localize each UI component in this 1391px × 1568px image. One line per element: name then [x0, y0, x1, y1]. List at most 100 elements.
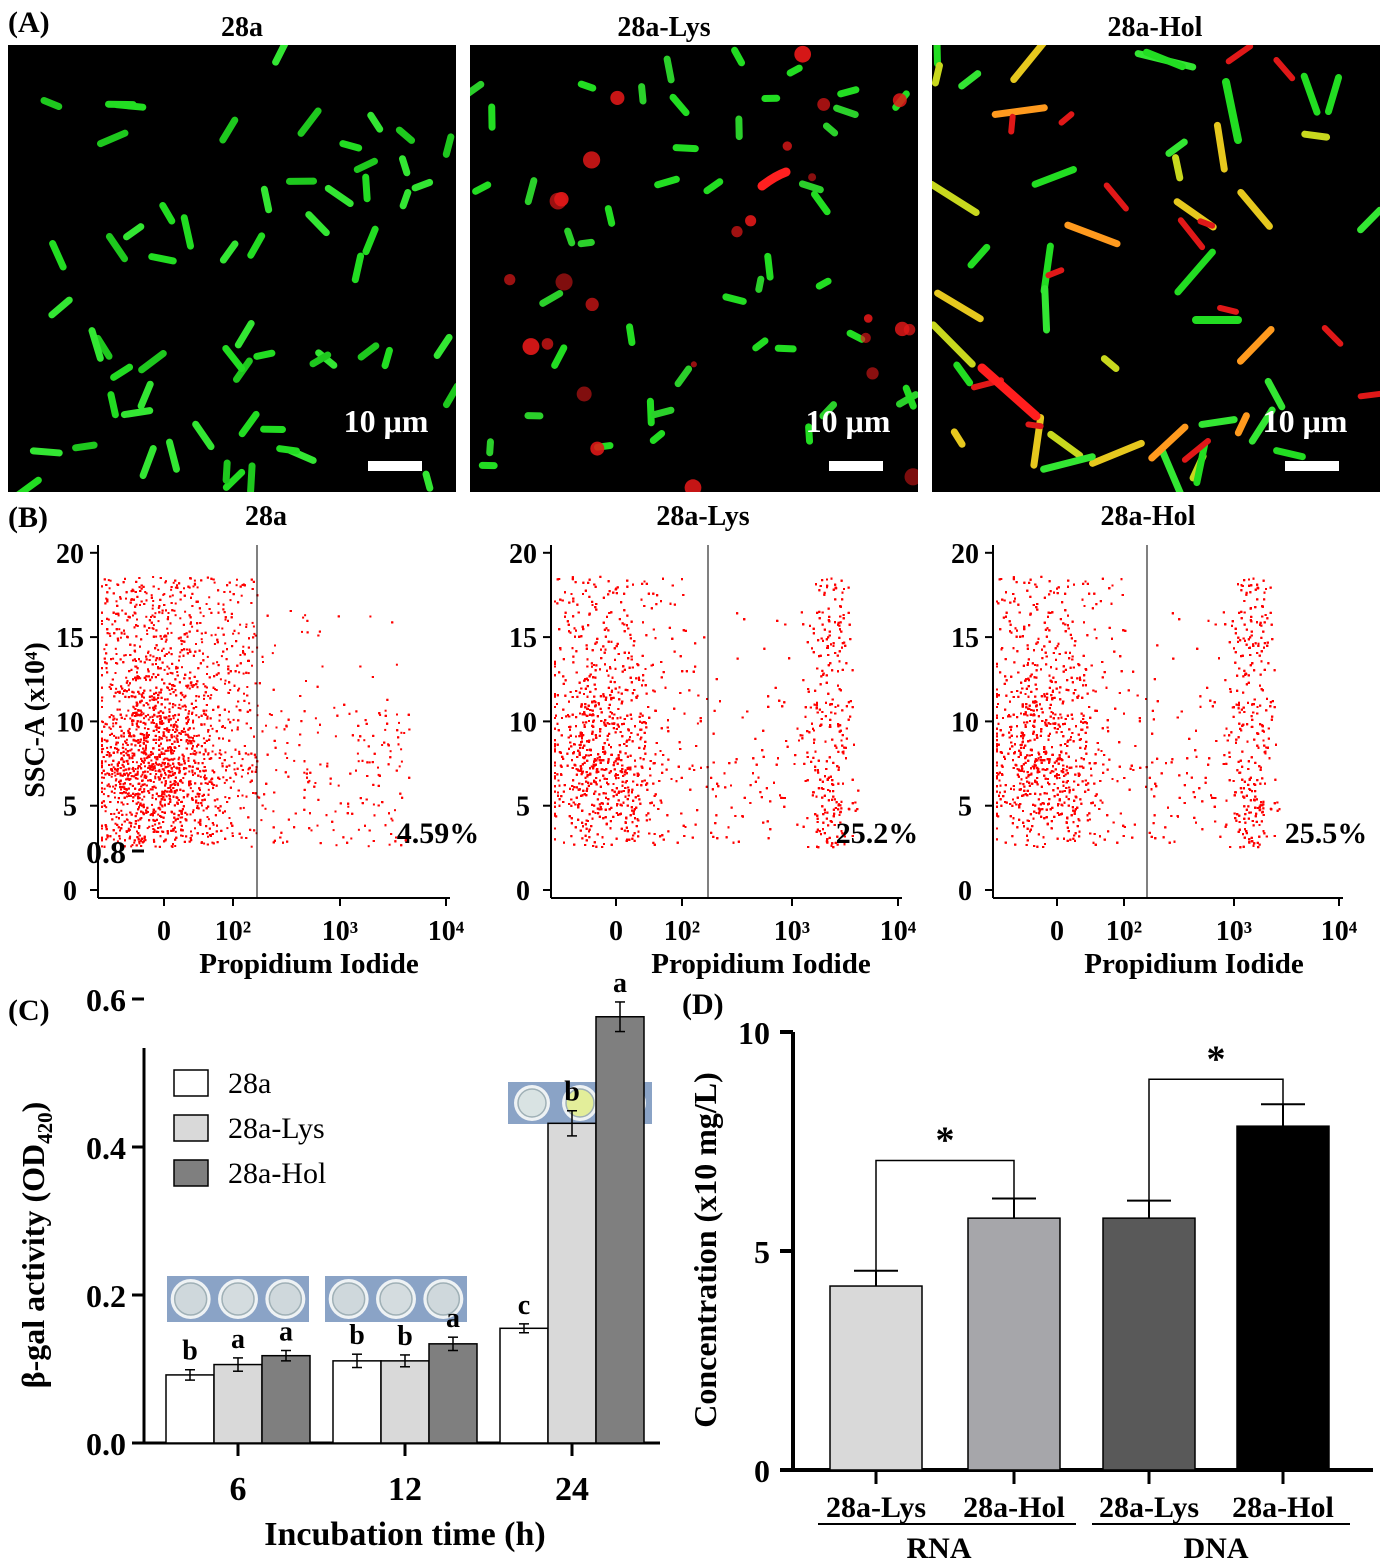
flow-event: [135, 802, 138, 805]
flow-event: [101, 611, 103, 614]
flow-event: [142, 704, 145, 707]
flow-event: [205, 704, 208, 706]
bacterium-cell: [1213, 121, 1228, 173]
micro-title-28a: 28a: [221, 12, 263, 43]
flow-event: [108, 716, 111, 719]
dead-cell: [1103, 182, 1129, 212]
flow-event: [145, 753, 148, 756]
flow-event: [149, 773, 152, 775]
flow-event: [165, 609, 167, 612]
flow-event: [107, 618, 110, 621]
scale-bar-28a: [368, 461, 422, 471]
flow-event: [119, 636, 122, 639]
flow-event: [148, 627, 151, 629]
flow-event: [108, 686, 111, 688]
flow-event: [139, 709, 142, 712]
dead-cell: [522, 338, 540, 356]
flow-event: [153, 767, 156, 770]
flow-event: [132, 712, 135, 714]
flow-event: [139, 741, 142, 743]
flow-event: [158, 748, 161, 751]
flow-event: [205, 603, 208, 605]
flow-event: [154, 756, 156, 759]
flow-event: [243, 745, 246, 747]
dead-cell: [541, 338, 554, 350]
flow-event: [117, 583, 120, 586]
bacterium-cell: [551, 344, 568, 369]
flow-event: [188, 770, 191, 773]
flow-event: [173, 609, 176, 612]
flow-event: [195, 751, 198, 754]
flow-event: [319, 763, 322, 766]
flow-event: [165, 580, 167, 583]
flow-event: [102, 793, 105, 796]
flow-event: [179, 779, 182, 782]
flow-event: [111, 770, 114, 772]
flow-event: [182, 777, 185, 779]
flow-event: [212, 842, 215, 845]
bacterium-cell: [950, 428, 966, 448]
flow-event: [172, 726, 175, 729]
flow-event: [179, 617, 182, 620]
flow-event: [118, 708, 121, 711]
flow-event: [337, 784, 340, 787]
flow-event: [355, 710, 358, 713]
flow-event: [181, 781, 184, 784]
flow-event: [212, 823, 215, 826]
flow-event: [150, 721, 153, 724]
flow-event: [119, 779, 122, 782]
flow-event: [136, 704, 139, 706]
flow-event: [144, 591, 147, 593]
flow-event: [126, 750, 129, 753]
flow-event: [136, 777, 139, 780]
flow-event: [129, 811, 132, 814]
dead-cell: [576, 386, 592, 402]
bacterium-cell: [422, 470, 434, 492]
flow-event: [201, 804, 203, 807]
flow-event: [145, 777, 147, 779]
flow-event: [208, 676, 211, 679]
flow-event: [245, 722, 248, 725]
flow-event: [195, 801, 197, 804]
dead-cell: [817, 98, 831, 111]
flow-event: [235, 773, 238, 776]
flow-event: [286, 757, 289, 759]
flow-event: [169, 771, 172, 774]
bacterium-cell: [798, 180, 824, 194]
flow-event: [197, 821, 200, 824]
flow-event: [139, 732, 142, 735]
flow-event: [192, 719, 195, 722]
flow-event: [147, 761, 150, 764]
flow-event: [314, 782, 317, 784]
flow-event: [236, 578, 238, 581]
flow-event: [135, 580, 138, 583]
flow-event: [180, 591, 182, 594]
flow-event: [155, 830, 158, 833]
flow-event: [111, 773, 114, 775]
flow-event: [141, 779, 144, 782]
flow-xlabel-28a-hol: Propidium Iodide: [1084, 948, 1304, 980]
flow-event: [180, 691, 183, 694]
flow-event: [203, 697, 205, 700]
flow-event: [116, 770, 119, 773]
flow-event: [242, 645, 245, 648]
flow-event: [332, 829, 335, 832]
flow-event: [227, 619, 229, 622]
flow-event: [110, 658, 112, 661]
flow-event: [132, 796, 135, 799]
dead-cell: [1273, 57, 1296, 82]
flow-event: [170, 767, 173, 769]
flow-event: [169, 595, 172, 598]
flow-event: [228, 817, 231, 819]
flow-event: [215, 784, 218, 787]
flow-event: [155, 657, 158, 660]
flow-event: [191, 592, 194, 595]
flow-event: [125, 752, 128, 755]
flow-percent-28a: 4.59%: [397, 817, 480, 850]
flow-event: [207, 753, 210, 756]
flow-event: [192, 654, 195, 657]
bacterium-cell: [1047, 430, 1084, 459]
flow-event: [145, 784, 148, 787]
flow-event: [145, 655, 148, 658]
flow-event: [137, 741, 140, 744]
